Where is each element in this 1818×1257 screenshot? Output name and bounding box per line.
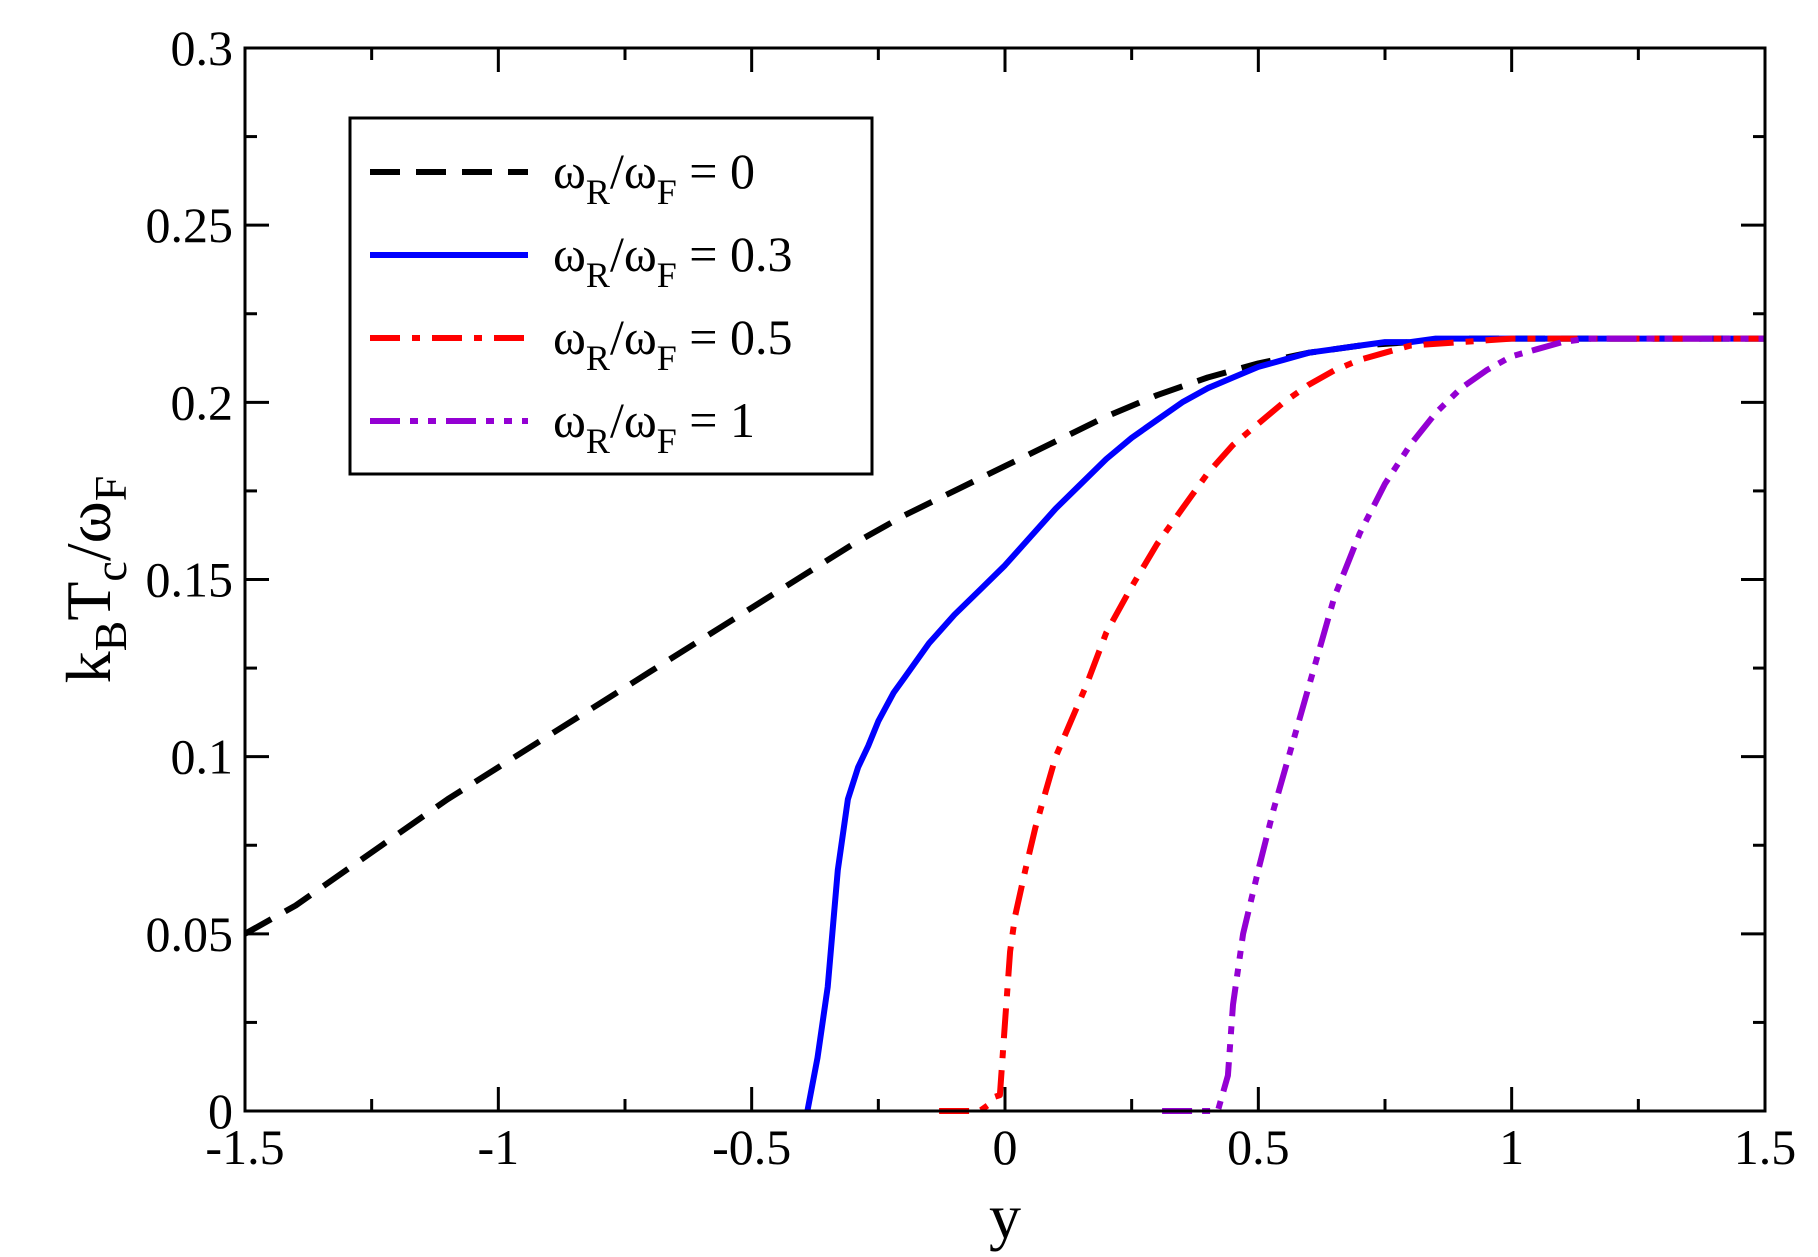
- legend-box: [348, 116, 874, 476]
- legend-label-part: F: [657, 255, 677, 295]
- series-line-1: [804, 335, 1765, 1112]
- legend-label-part: ω: [553, 143, 586, 199]
- x-tick-label: 1.5: [1734, 1119, 1797, 1175]
- legend-label-part: F: [657, 172, 677, 212]
- x-tick-label: 1: [1499, 1119, 1524, 1175]
- legend-label-part: = 0: [677, 143, 755, 199]
- y-tick-label: 0: [208, 1083, 233, 1139]
- legend-label-part: = 1: [677, 392, 755, 448]
- series-layer: [243, 335, 1765, 1114]
- y-axis-title-part: F: [85, 476, 136, 502]
- y-tick-label: 0.1: [171, 729, 234, 785]
- series-line-0: [243, 335, 1765, 937]
- x-tick-label: 0: [993, 1119, 1018, 1175]
- legend-label-part: R: [586, 172, 610, 212]
- series-line-2: [939, 335, 1765, 1114]
- y-axis-title-part: B: [85, 621, 136, 652]
- legend-label-part: R: [586, 338, 610, 378]
- legend-label-part: /ω: [610, 309, 657, 365]
- y-tick-label: 0.15: [146, 552, 234, 608]
- legend-label-part: ω: [553, 392, 586, 448]
- x-tick-label: -0.5: [712, 1119, 791, 1175]
- legend-label-part: /ω: [610, 143, 657, 199]
- legend-label-2: ωR/ωF = 0.5: [553, 309, 792, 378]
- tick-labels-layer: -1.5 -1 -0.5 0 0.5 1 1.5 0 0.05 0.1 0.15 0.2 0.25 0.3: [146, 20, 1797, 1175]
- y-axis-title-part: k: [53, 651, 124, 683]
- y-tick-label: 0.05: [146, 906, 234, 962]
- legend-label-part: = 0.3: [677, 226, 793, 282]
- legend-label-part: /ω: [610, 392, 657, 448]
- x-axis-title: y: [989, 1181, 1021, 1252]
- ticks-layer: [243, 46, 1767, 1113]
- legend-label-0: ωR/ωF = 0: [553, 143, 755, 212]
- x-tick-label: 0.5: [1227, 1119, 1290, 1175]
- legend-items: ωR/ωF = 0ωR/ωF = 0.3ωR/ωF = 0.5ωR/ωF = 1: [370, 143, 792, 461]
- legend-label-part: F: [657, 421, 677, 461]
- y-axis-title-part: /ω: [53, 501, 124, 561]
- y-tick-label: 0.25: [146, 197, 234, 253]
- x-tick-label: -1: [478, 1119, 520, 1175]
- legend-label-part: = 0.5: [677, 309, 793, 365]
- x-tick-label: -1.5: [205, 1119, 284, 1175]
- legend: ωR/ωF = 0ωR/ωF = 0.3ωR/ωF = 0.5ωR/ωF = 1: [348, 116, 874, 476]
- y-axis-title-part: c: [85, 561, 136, 581]
- legend-label-part: ω: [553, 309, 586, 365]
- legend-label-1: ωR/ωF = 0.3: [553, 226, 792, 295]
- y-axis-title: kBTc/ωF: [53, 476, 136, 684]
- legend-label-part: R: [586, 255, 610, 295]
- legend-label-part: R: [586, 421, 610, 461]
- y-axis-title-part: T: [53, 582, 124, 621]
- y-tick-label: 0.3: [171, 20, 234, 76]
- legend-label-part: /ω: [610, 226, 657, 282]
- series-line-3: [1162, 335, 1765, 1114]
- y-tick-label: 0.2: [171, 374, 234, 430]
- legend-label-part: ω: [553, 226, 586, 282]
- legend-label-part: F: [657, 338, 677, 378]
- legend-label-3: ωR/ωF = 1: [553, 392, 755, 461]
